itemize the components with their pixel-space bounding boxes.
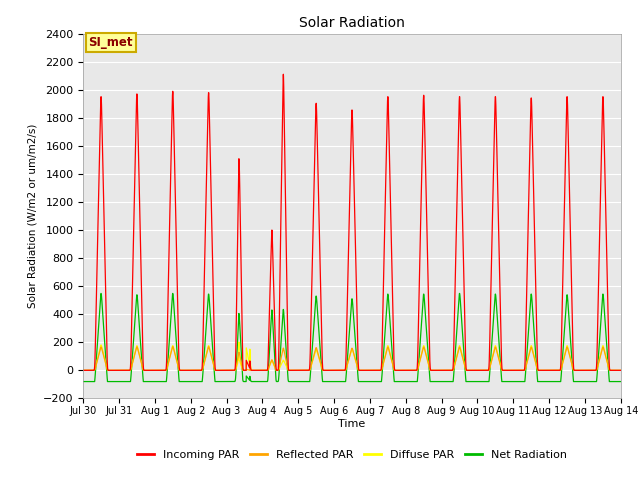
Reflected PAR: [332, 368, 340, 373]
Net Radiation: [97, 290, 105, 296]
Reflected PAR: [503, 368, 511, 373]
Reflected PAR: [169, 344, 177, 349]
Reflected PAR: [472, 368, 480, 373]
Incoming PAR: [79, 368, 87, 373]
Net Radiation: [617, 379, 625, 384]
Diffuse PAR: [616, 368, 624, 373]
Line: Reflected PAR: Reflected PAR: [83, 347, 621, 371]
Net Radiation: [332, 379, 340, 384]
Reflected PAR: [617, 368, 625, 373]
Text: SI_met: SI_met: [88, 36, 133, 49]
Diffuse PAR: [443, 368, 451, 373]
Incoming PAR: [332, 368, 340, 373]
Net Radiation: [472, 379, 480, 384]
Line: Net Radiation: Net Radiation: [83, 293, 621, 382]
Line: Incoming PAR: Incoming PAR: [83, 74, 621, 371]
Incoming PAR: [280, 72, 287, 77]
Diffuse PAR: [79, 368, 87, 373]
Line: Diffuse PAR: Diffuse PAR: [83, 342, 621, 371]
Diffuse PAR: [503, 368, 511, 373]
Net Radiation: [443, 379, 451, 384]
Incoming PAR: [443, 368, 451, 373]
Reflected PAR: [79, 368, 87, 373]
Legend: Incoming PAR, Reflected PAR, Diffuse PAR, Net Radiation: Incoming PAR, Reflected PAR, Diffuse PAR…: [132, 445, 572, 464]
Incoming PAR: [472, 368, 480, 373]
Net Radiation: [176, 379, 184, 384]
Incoming PAR: [616, 368, 624, 373]
Reflected PAR: [443, 368, 451, 373]
Net Radiation: [79, 379, 87, 384]
Reflected PAR: [616, 368, 624, 373]
Diffuse PAR: [472, 368, 480, 373]
X-axis label: Time: Time: [339, 419, 365, 429]
Net Radiation: [503, 379, 511, 384]
Net Radiation: [616, 379, 624, 384]
Incoming PAR: [176, 367, 184, 373]
Incoming PAR: [503, 368, 511, 373]
Diffuse PAR: [332, 368, 340, 373]
Incoming PAR: [617, 368, 625, 373]
Y-axis label: Solar Radiation (W/m2 or um/m2/s): Solar Radiation (W/m2 or um/m2/s): [28, 124, 37, 308]
Title: Solar Radiation: Solar Radiation: [299, 16, 405, 30]
Reflected PAR: [176, 368, 184, 373]
Diffuse PAR: [176, 368, 184, 373]
Diffuse PAR: [617, 368, 625, 373]
Diffuse PAR: [235, 339, 243, 345]
